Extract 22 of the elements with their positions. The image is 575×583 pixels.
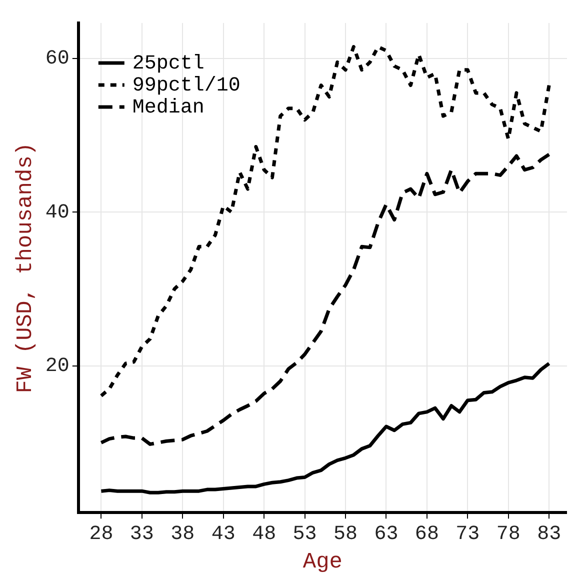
- legend-label: 25pctl: [132, 52, 204, 76]
- x-tick-label: 48: [252, 522, 276, 546]
- x-tick-label: 68: [414, 522, 439, 546]
- x-tick-label: 38: [170, 522, 195, 546]
- x-tick-label: 78: [496, 522, 520, 546]
- x-tick-label: 28: [89, 522, 114, 546]
- x-tick-label: 83: [537, 522, 562, 546]
- y-axis-title: FW (USD, thousands): [13, 142, 38, 394]
- x-tick-label: 43: [211, 522, 236, 546]
- x-tick-label: 73: [456, 522, 480, 546]
- line-series: [99, 152, 551, 446]
- y-tick-label: 40: [45, 201, 70, 224]
- x-tick-label: 53: [292, 522, 317, 546]
- line-series: [99, 45, 551, 398]
- x-tick-label: 33: [130, 522, 154, 546]
- legend-label: 99pctl/10: [132, 74, 240, 98]
- y-tick-label: 60: [45, 48, 70, 71]
- x-tick-label: 63: [374, 522, 398, 546]
- y-tick-label: 20: [45, 355, 70, 378]
- x-tick-label: 58: [333, 522, 358, 546]
- x-axis-title: Age: [302, 550, 343, 575]
- legend-label: Median: [132, 96, 204, 120]
